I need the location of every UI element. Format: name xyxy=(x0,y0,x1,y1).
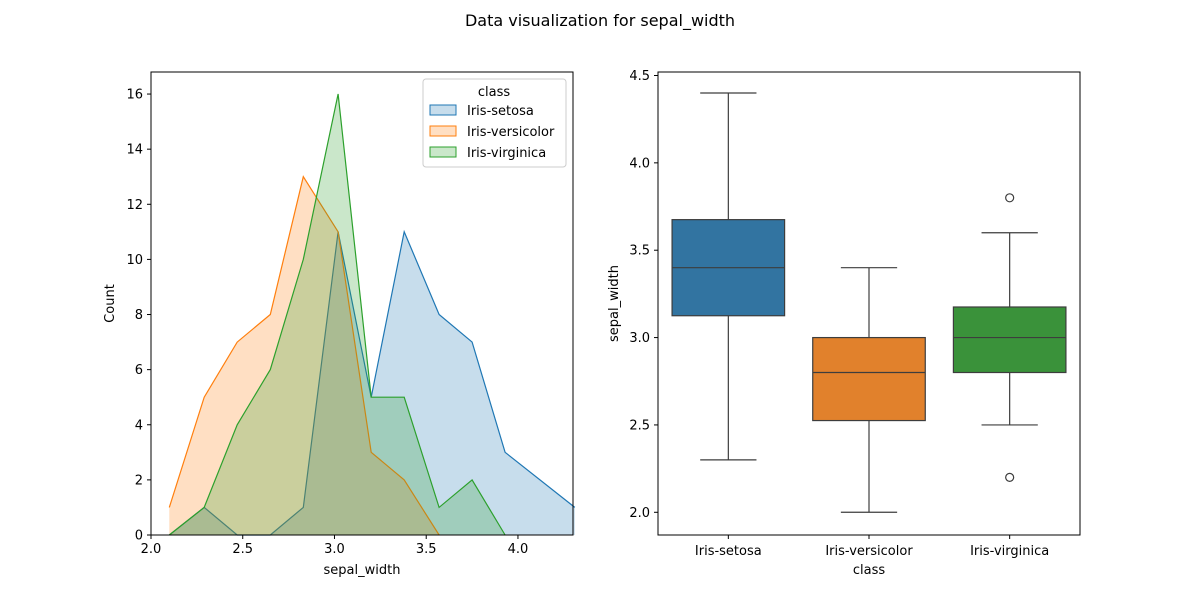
legend-swatch-iris-virginica xyxy=(429,146,457,158)
x-tick-label: 4.0 xyxy=(508,542,529,557)
x-tick-label: 3.0 xyxy=(324,542,345,557)
y-tick-label: 4 xyxy=(135,418,143,433)
y-axis-label: sepal_width xyxy=(607,265,622,342)
y-tick-label: 2.0 xyxy=(629,506,650,521)
y-tick-label: 12 xyxy=(126,198,143,213)
x-tick-label: 2.0 xyxy=(141,542,162,557)
legend-box xyxy=(422,78,567,168)
y-tick-label: 10 xyxy=(126,253,143,268)
box-iris-virginica xyxy=(952,306,1067,374)
legend-label-iris-setosa: Iris-setosa xyxy=(467,104,534,119)
histogram-panel: 2.0 2.5 3.0 3.5 4.0 0 2 4 6 8 10 12 14 16 sepal_width C… xyxy=(103,71,576,578)
y-tick-label: 2.5 xyxy=(629,418,650,433)
x-tick-label: 2.5 xyxy=(232,542,253,557)
y-tick-label: 6 xyxy=(135,363,143,378)
axes-frame xyxy=(150,71,574,536)
box-iris-versicolor xyxy=(812,336,926,422)
y-tick-label: 4.0 xyxy=(629,156,650,171)
x-axis-label: sepal_width xyxy=(324,563,401,578)
y-axis-label: Count xyxy=(103,284,118,323)
legend: class Iris-setosa Iris-versicolor Iris-virg… xyxy=(422,78,567,168)
series-line-iris-virginica xyxy=(168,93,506,536)
series-line-iris-versicolor xyxy=(168,175,440,536)
y-tick-label: 0 xyxy=(135,529,143,544)
legend-swatch-iris-versicolor xyxy=(429,125,457,137)
y-tick-label: 3.0 xyxy=(629,331,650,346)
series-area-iris-setosa xyxy=(169,231,575,536)
x-tick-label-iris-virginica: Iris-virginica xyxy=(970,544,1049,559)
x-tick-label: 3.5 xyxy=(416,542,437,557)
boxplot-panel: Iris-setosa Iris-versicolor Iris-virginica… xyxy=(607,69,1081,578)
y-tick-label: 2 xyxy=(135,473,143,488)
series-line-iris-setosa xyxy=(168,229,576,536)
legend-label-iris-versicolor: Iris-versicolor xyxy=(467,125,555,140)
outlier-iris-virginica xyxy=(1005,193,1015,203)
y-tick-label: 14 xyxy=(126,143,143,158)
y-tick-label: 16 xyxy=(126,88,143,103)
y-tick-label: 3.5 xyxy=(629,244,650,259)
x-axis-label: class xyxy=(853,563,885,578)
y-tick-label: 4.5 xyxy=(629,69,650,84)
outlier-iris-virginica xyxy=(1005,472,1015,482)
legend-title: class xyxy=(478,85,510,100)
x-tick-label-iris-setosa: Iris-setosa xyxy=(695,544,762,559)
y-tick-label: 8 xyxy=(135,308,143,323)
series-area-iris-versicolor xyxy=(169,176,440,535)
figure-suptitle: Data visualization for sepal_width xyxy=(465,11,735,31)
legend-swatch-iris-setosa xyxy=(429,104,457,116)
x-tick-label-iris-versicolor: Iris-versicolor xyxy=(825,544,913,559)
series-area-iris-virginica xyxy=(169,94,506,535)
legend-label-iris-virginica: Iris-virginica xyxy=(467,146,546,161)
